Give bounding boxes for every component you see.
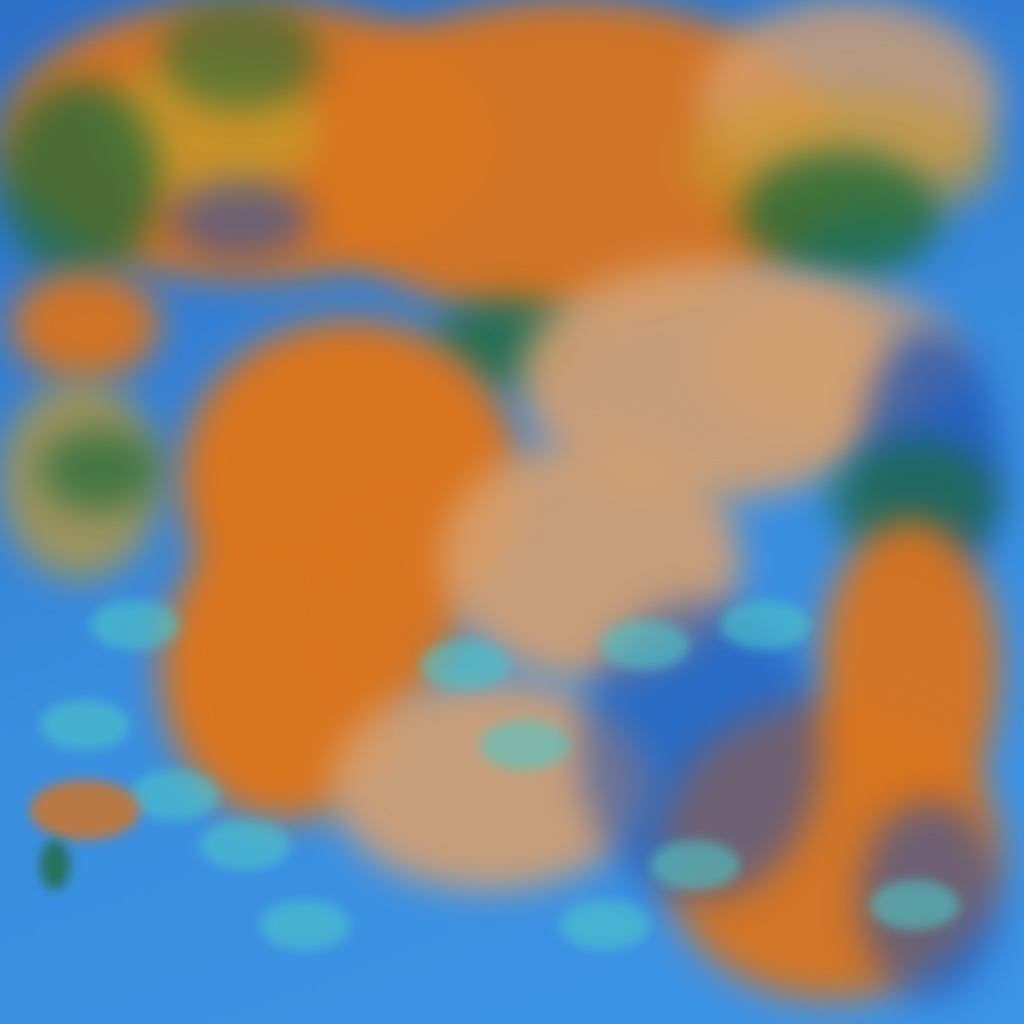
cloud-region bbox=[420, 640, 510, 690]
cloud-region bbox=[560, 900, 650, 950]
cloud-region bbox=[600, 620, 690, 670]
cloud-region bbox=[40, 430, 160, 510]
cloud-region bbox=[40, 700, 130, 750]
cloud-region bbox=[260, 900, 350, 950]
cloud-region bbox=[40, 840, 70, 890]
cloud-region bbox=[740, 150, 940, 280]
cloud-region bbox=[480, 720, 570, 770]
cloud-region bbox=[130, 770, 220, 820]
cloud-region bbox=[200, 820, 290, 870]
cloud-region bbox=[90, 600, 180, 650]
cloud-region bbox=[160, 0, 320, 110]
cloud-region bbox=[0, 80, 160, 280]
cloud-region bbox=[650, 840, 740, 890]
cloud-region bbox=[720, 600, 810, 650]
cloud-region bbox=[870, 880, 960, 930]
cloud-region bbox=[10, 270, 160, 380]
cloud-region bbox=[170, 180, 310, 260]
cloud-region bbox=[30, 780, 140, 840]
